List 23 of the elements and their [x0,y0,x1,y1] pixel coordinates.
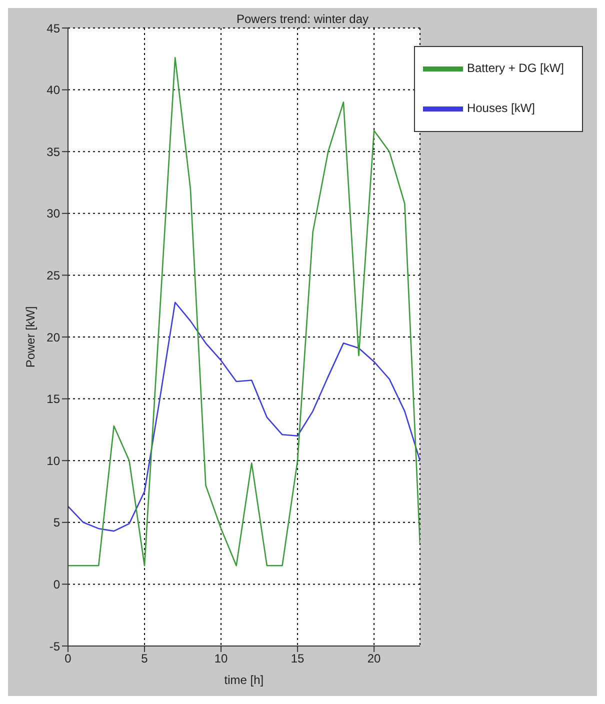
legend-label: Battery + DG [kW] [466,61,564,76]
y-tick-label: 45 [46,21,60,36]
x-axis-title: time [h] [224,673,264,687]
x-tick-label: 10 [214,652,228,666]
y-tick-label: 15 [46,392,60,406]
y-tick-label: -5 [49,639,60,654]
y-tick-label: 25 [46,268,60,282]
y-axis-title: Power [kW] [23,306,38,368]
chart-title: Powers trend: winter day [236,12,369,26]
y-tick-label: 5 [53,516,60,530]
y-tick-label: 30 [46,206,60,221]
y-tick-label: 40 [46,83,60,98]
y-tick-label: 20 [46,330,60,344]
y-tick-label: 0 [53,577,60,592]
line-series [68,302,420,532]
legend-label: Houses [kW] [466,101,535,116]
y-tick-label: 35 [46,144,60,159]
x-tick-label: 5 [141,652,148,666]
x-tick-label: 20 [367,652,382,666]
x-tick-label: 0 [64,652,72,666]
y-tick-label: 10 [46,454,60,468]
line-series [68,57,420,566]
x-tick-label: 15 [290,652,305,666]
